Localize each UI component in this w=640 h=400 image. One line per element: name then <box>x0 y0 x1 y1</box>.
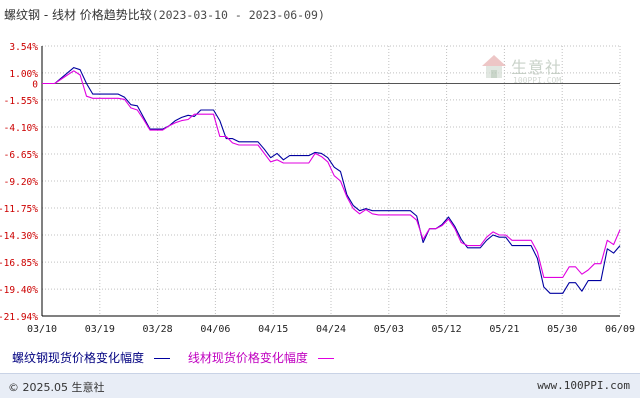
y-tick-label: -11.75% <box>0 204 38 215</box>
series-line-wire <box>42 70 621 278</box>
y-tick-label: -4.10% <box>4 123 39 134</box>
y-tick-label: -6.65% <box>4 150 39 161</box>
x-tick-label: 05/03 <box>374 324 404 335</box>
legend-item-wire: 线材现货价格变化幅度 <box>188 349 334 367</box>
series-line-rebar <box>42 67 621 294</box>
x-tick-label: 03/10 <box>27 324 57 335</box>
x-tick-label: 06/09 <box>605 324 635 335</box>
x-tick-label: 05/21 <box>489 324 519 335</box>
footer-copyright: © 2025.05 生意社 <box>8 381 105 394</box>
chart-title: 螺纹钢 - 线材 价格趋势比较(2023-03-10 - 2023-06-09) <box>4 6 325 24</box>
footer-site-link[interactable]: www.100PPI.com <box>537 379 630 392</box>
y-tick-label: -1.55% <box>4 96 39 107</box>
x-tick-label: 05/30 <box>547 324 577 335</box>
y-tick-label: -9.20% <box>4 177 39 188</box>
x-tick-label: 03/28 <box>143 324 173 335</box>
y-tick-label: -19.40% <box>0 285 38 296</box>
x-tick-label: 03/19 <box>85 324 115 335</box>
house-logo-icon <box>482 55 506 78</box>
x-tick-label: 04/15 <box>258 324 288 335</box>
legend-label-rebar: 螺纹钢现货价格变化幅度 <box>12 351 145 365</box>
x-tick-label: 04/24 <box>316 324 346 335</box>
x-tick-label: 04/06 <box>200 324 230 335</box>
watermark-name: 生意社 <box>511 58 563 77</box>
legend-label-wire: 线材现货价格变化幅度 <box>187 351 308 365</box>
chart-date-range: (2023-03-10 - 2023-06-09) <box>151 8 325 22</box>
legend-swatch-wire <box>317 358 334 359</box>
y-tick-label: 1.00% <box>9 69 38 80</box>
watermark: 生意社 100PPI.COM <box>479 52 579 92</box>
chart-legend: 螺纹钢现货价格变化幅度 线材现货价格变化幅度 <box>12 349 348 367</box>
legend-item-rebar: 螺纹钢现货价格变化幅度 <box>12 349 171 367</box>
y-tick-label: -21.94% <box>0 312 38 323</box>
y-tick-label: 3.54% <box>9 42 38 53</box>
y-tick-label: 0 <box>32 80 38 91</box>
watermark-url: 100PPI.COM <box>513 76 562 85</box>
chart-title-main: 螺纹钢 - 线材 价格趋势比较 <box>4 8 152 22</box>
legend-swatch-rebar <box>154 358 171 359</box>
y-tick-label: -16.85% <box>0 258 38 269</box>
y-tick-label: -14.30% <box>0 231 38 242</box>
footer-bar: © 2025.05 生意社 www.100PPI.com <box>0 373 640 398</box>
x-tick-label: 05/12 <box>432 324 462 335</box>
